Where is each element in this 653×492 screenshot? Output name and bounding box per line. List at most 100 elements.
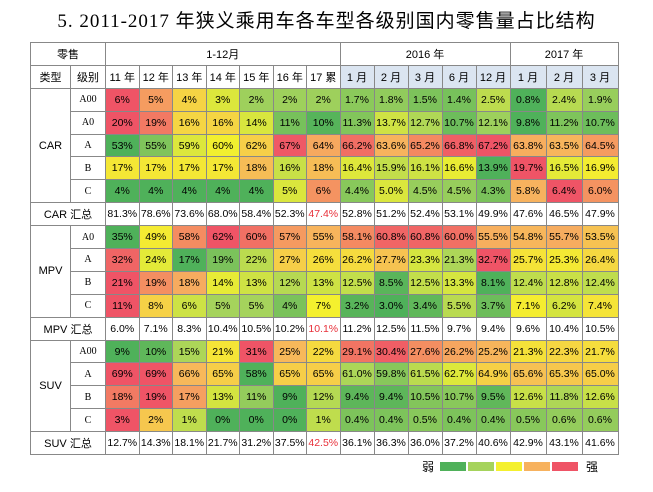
data-cell: 18%	[172, 270, 207, 295]
total-cell: 18.1%	[172, 431, 207, 456]
header-cell: 17 累	[306, 64, 341, 89]
data-cell: 1%	[172, 408, 207, 433]
data-cell: 8%	[138, 293, 173, 318]
total-cell: 10.2%	[272, 316, 307, 341]
data-cell: 2%	[306, 87, 341, 112]
legend-swatch	[524, 462, 551, 471]
legend-high: 强	[586, 460, 599, 474]
data-cell: 9.4%	[373, 385, 409, 410]
data-cell: 29.1%	[339, 339, 375, 364]
data-cell: 60.0%	[441, 225, 477, 250]
total-cell: 14.3%	[138, 431, 173, 456]
total-cell: 43.1%	[545, 431, 583, 456]
data-cell: 4%	[272, 293, 307, 318]
total-cell: 46.5%	[545, 202, 583, 227]
data-cell: 5%	[239, 293, 274, 318]
data-cell: 58%	[239, 362, 274, 387]
data-cell: 13.7%	[373, 110, 409, 135]
data-cell: 6%	[105, 87, 140, 112]
data-cell: 13.9%	[475, 156, 511, 181]
total-cell: 10.4%	[205, 316, 240, 341]
data-cell: 15%	[172, 339, 207, 364]
type-cell: MPV	[30, 225, 71, 318]
data-cell: 0.4%	[441, 408, 477, 433]
data-cell: 3.4%	[407, 293, 443, 318]
data-cell: 17%	[172, 156, 207, 181]
data-cell: 64%	[306, 133, 341, 158]
legend-swatch	[552, 462, 579, 471]
total-cell: 36.3%	[373, 431, 409, 456]
data-cell: 5.0%	[373, 179, 409, 204]
data-cell: 60%	[239, 225, 274, 250]
data-cell: 27%	[272, 248, 307, 272]
data-cell: 65%	[306, 362, 341, 387]
total-cell: 42.9%	[509, 431, 547, 456]
data-cell: 17%	[172, 385, 207, 410]
data-cell: 13%	[239, 270, 274, 295]
level-cell: C	[70, 293, 106, 318]
total-cell: 12.5%	[373, 316, 409, 341]
data-cell: 19.7%	[509, 156, 547, 181]
data-cell: 19%	[138, 385, 173, 410]
header-cell: 6 月	[441, 64, 477, 89]
header-cell: 11 年	[105, 64, 140, 89]
data-cell: 12.1%	[475, 110, 511, 135]
total-cell: 49.9%	[475, 202, 511, 227]
data-cell: 61.5%	[407, 362, 443, 387]
level-cell: A	[70, 362, 106, 387]
data-cell: 27.7%	[373, 248, 409, 272]
level-cell: B	[70, 385, 106, 410]
data-cell: 5.5%	[441, 293, 477, 318]
data-cell: 32.7%	[475, 248, 511, 272]
data-cell: 65%	[272, 362, 307, 387]
data-cell: 17%	[138, 156, 173, 181]
type-cell: SUV	[30, 339, 71, 433]
type-cell: CAR	[30, 87, 71, 204]
data-cell: 67.2%	[475, 133, 511, 158]
total-cell: 9.6%	[509, 316, 547, 341]
data-cell: 14%	[205, 270, 240, 295]
data-cell: 16.6%	[441, 156, 477, 181]
data-cell: 1.7%	[339, 87, 375, 112]
data-cell: 13%	[306, 270, 341, 295]
data-cell: 0.4%	[373, 408, 409, 433]
data-cell: 2%	[138, 408, 173, 433]
data-cell: 25.7%	[509, 248, 547, 272]
data-cell: 5%	[205, 293, 240, 318]
header-cell: 1 月	[339, 64, 375, 89]
data-cell: 4%	[172, 179, 207, 204]
data-cell: 9%	[105, 339, 140, 364]
data-cell: 25.3%	[545, 248, 583, 272]
data-cell: 55%	[306, 225, 341, 250]
header-cell: 2017 年	[509, 42, 619, 66]
data-cell: 21.3%	[441, 248, 477, 272]
header-cell: 16 年	[272, 64, 307, 89]
data-cell: 1.9%	[581, 87, 619, 112]
data-cell: 64.5%	[581, 133, 619, 158]
data-cell: 1%	[306, 408, 341, 433]
data-cell: 6.2%	[545, 293, 583, 318]
legend-swatch	[440, 462, 467, 471]
data-cell: 4%	[105, 179, 140, 204]
total-cell: 52.4%	[407, 202, 443, 227]
data-cell: 12.6%	[581, 385, 619, 410]
data-cell: 20%	[105, 110, 140, 135]
total-cell: 9.7%	[441, 316, 477, 341]
data-cell: 61.0%	[339, 362, 375, 387]
data-cell: 6%	[306, 179, 341, 204]
data-cell: 1.8%	[373, 87, 409, 112]
header-cell: 1-12月	[105, 42, 341, 66]
total-cell: 78.6%	[138, 202, 173, 227]
data-cell: 0.6%	[581, 408, 619, 433]
header-cell: 12 月	[475, 64, 511, 89]
data-cell: 63.5%	[545, 133, 583, 158]
header-cell: 12 年	[138, 64, 173, 89]
data-cell: 1.5%	[407, 87, 443, 112]
data-cell: 6.4%	[545, 179, 583, 204]
data-cell: 1.4%	[441, 87, 477, 112]
data-cell: 25%	[272, 339, 307, 364]
data-cell: 26.2%	[441, 339, 477, 364]
data-cell: 18%	[306, 156, 341, 181]
header-cell: 14 年	[205, 64, 240, 89]
